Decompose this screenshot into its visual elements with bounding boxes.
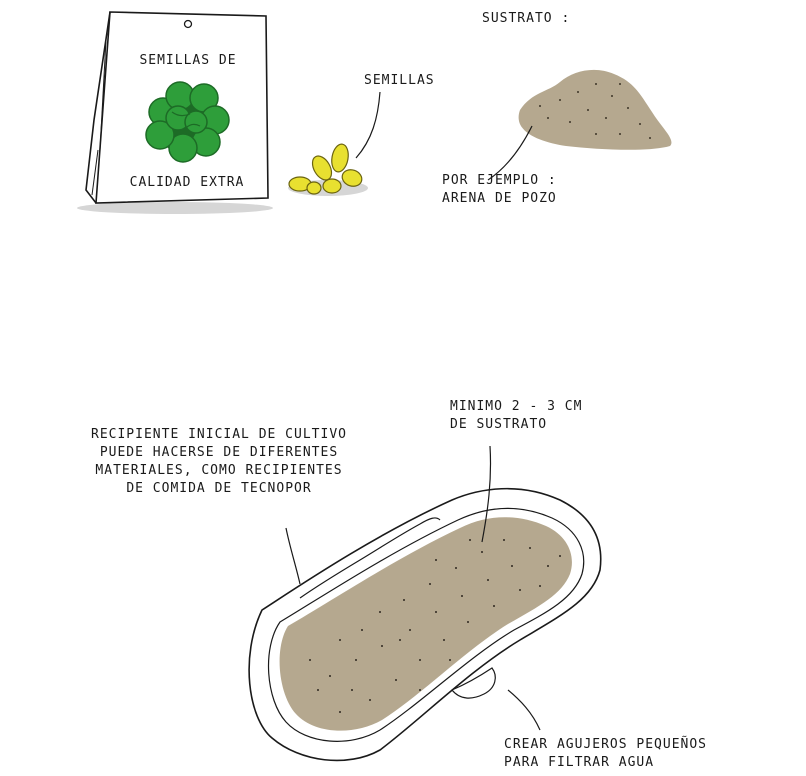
sand-pile bbox=[487, 69, 672, 181]
holes-leader-line bbox=[507, 689, 541, 731]
substrate-title: SUSTRATO : bbox=[482, 11, 571, 26]
depth-note-line-2: DE SUSTRATO bbox=[450, 417, 548, 432]
container-leader-line bbox=[285, 527, 301, 585]
container-note-line-1: RECIPIENTE INICIAL DE CULTIVO bbox=[91, 427, 347, 442]
container-tab bbox=[451, 667, 496, 699]
packet-title-top: SEMILLAS DE bbox=[139, 53, 237, 68]
seeds-group bbox=[288, 91, 381, 196]
packet-fold bbox=[85, 11, 111, 204]
packet-shadow bbox=[77, 202, 273, 214]
depth-leader-line bbox=[481, 445, 492, 543]
container-illustration bbox=[248, 445, 602, 762]
container-note-line-2: PUEDE HACERSE DE DIFERENTES bbox=[99, 445, 339, 460]
packet-title-bottom: CALIDAD EXTRA bbox=[129, 175, 245, 190]
substrate-example-line-2: ARENA DE POZO bbox=[442, 191, 557, 206]
container-rim-ridge bbox=[299, 517, 441, 599]
container-note-line-3: MATERIALES, COMO RECIPIENTES bbox=[95, 463, 343, 478]
lettuce-icon bbox=[145, 81, 230, 163]
seeds-label: SEMILLAS bbox=[364, 73, 435, 88]
depth-note-line-1: MINIMO 2 - 3 CM bbox=[450, 399, 583, 414]
holes-note-line-1: CREAR AGUJEROS PEQUEÑOS bbox=[504, 737, 708, 752]
sand-shape bbox=[518, 69, 672, 150]
seeds-leader-line bbox=[355, 91, 381, 159]
substrate-fill bbox=[279, 517, 572, 731]
holes-note-line-2: PARA FILTRAR AGUA bbox=[504, 755, 655, 770]
seed-packet bbox=[77, 11, 273, 214]
substrate-example-line-1: POR EJEMPLO : bbox=[442, 173, 557, 188]
container-note-line-4: DE COMIDA DE TECNOPOR bbox=[126, 481, 312, 496]
packet-hole bbox=[183, 19, 193, 29]
sand-leader-line bbox=[487, 125, 533, 181]
